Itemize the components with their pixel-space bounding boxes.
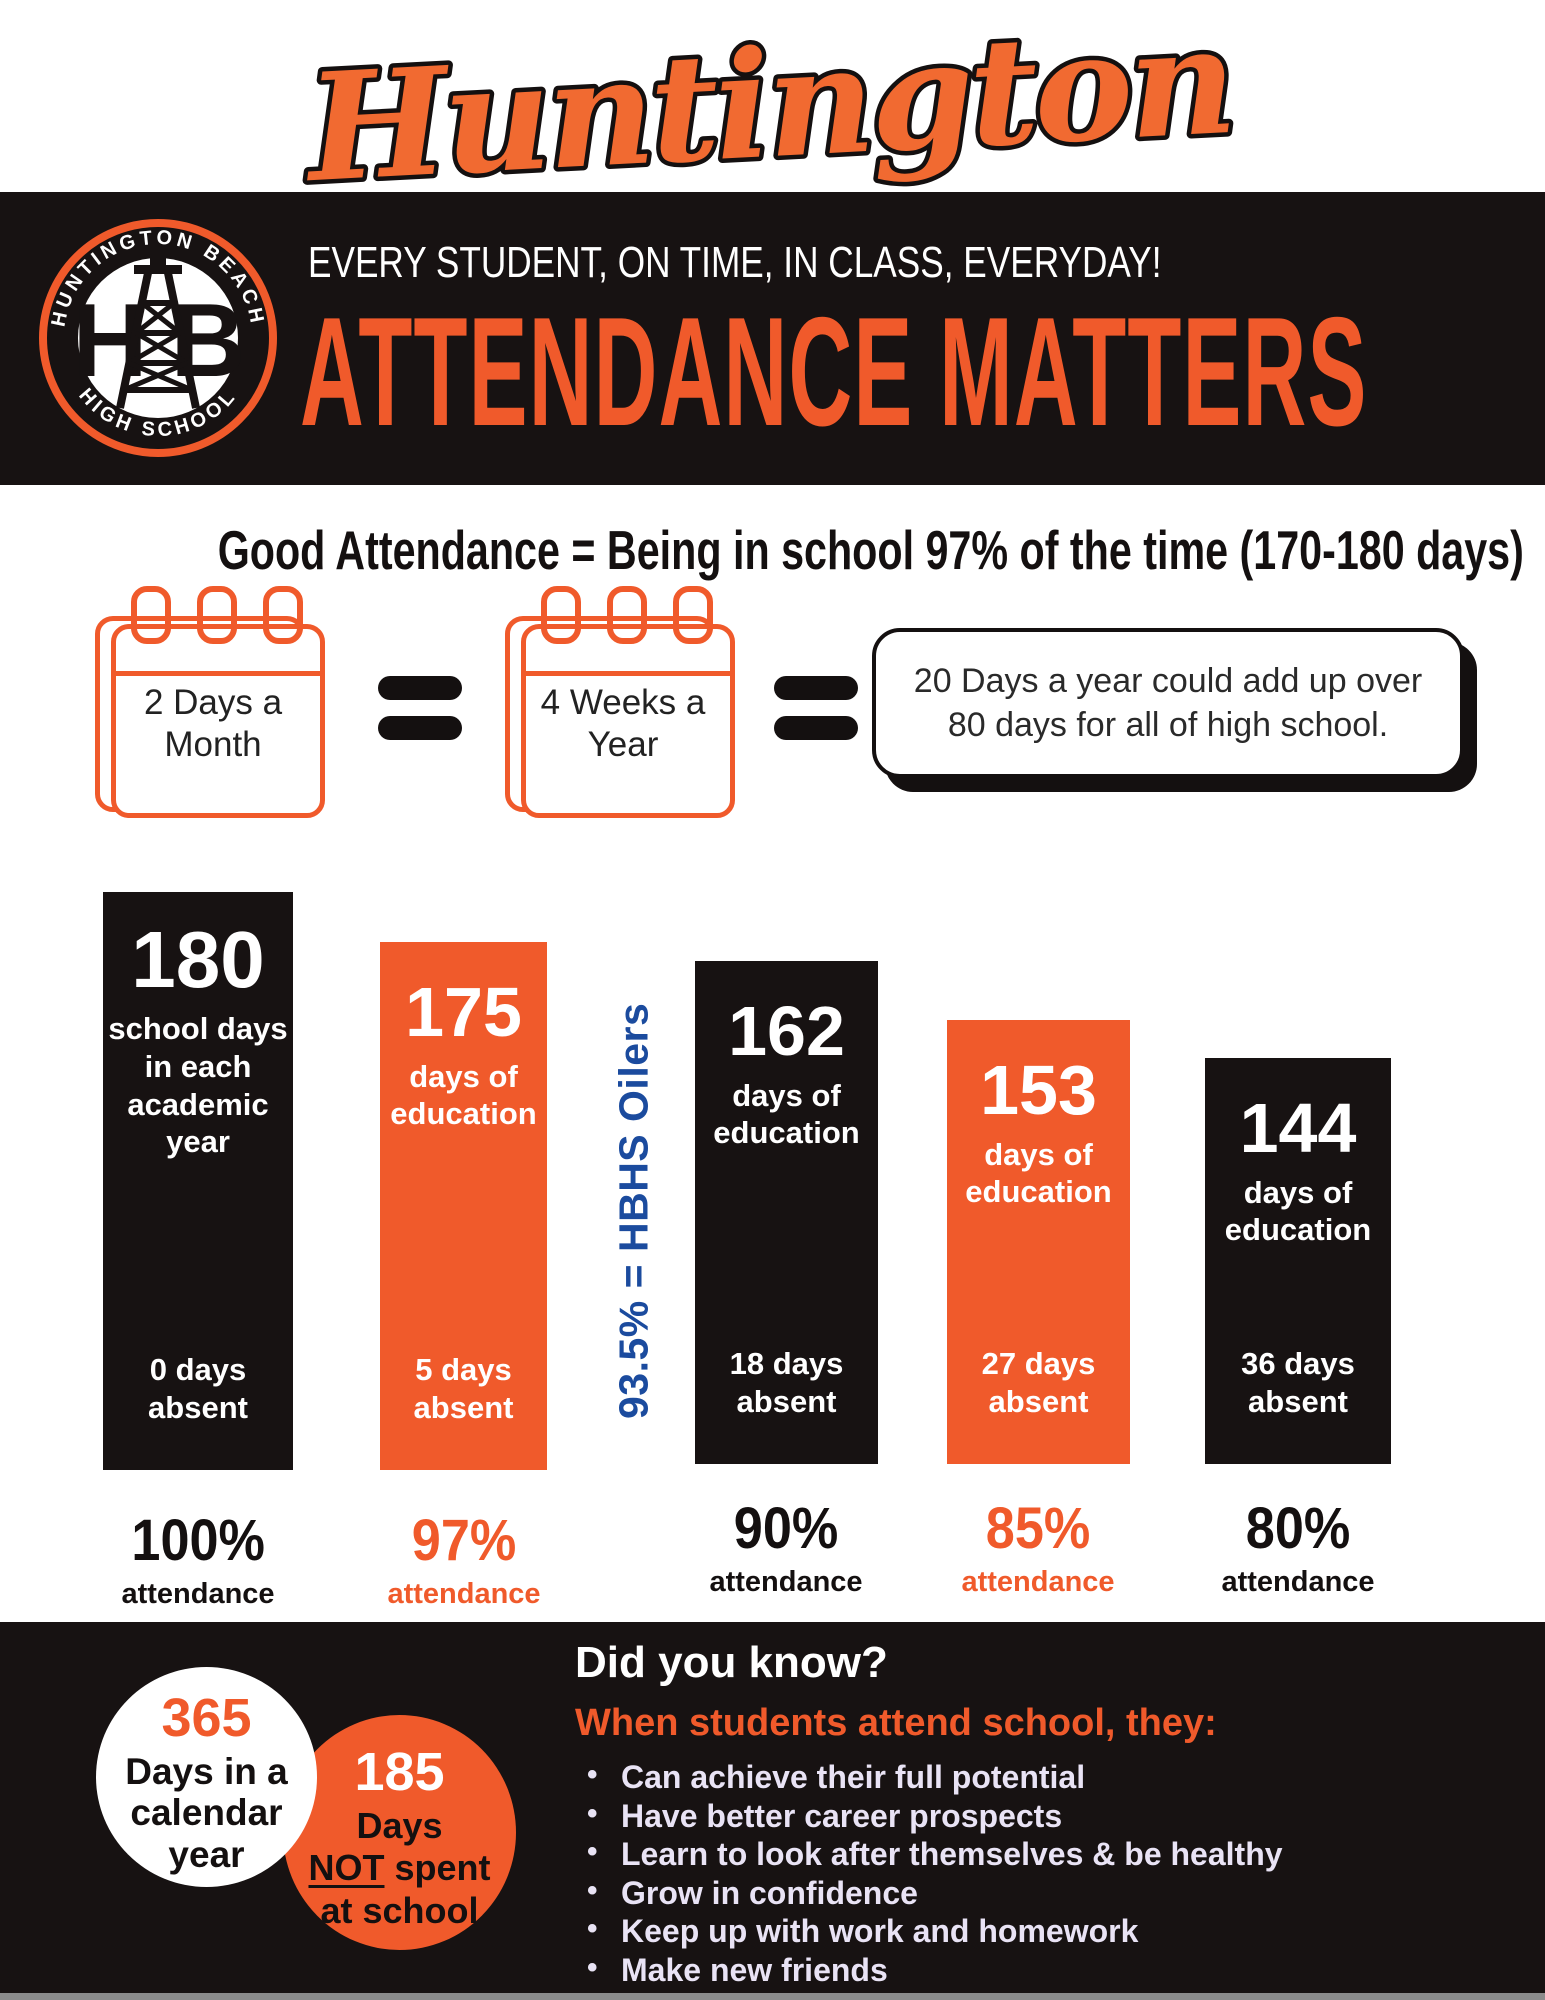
did-you-know-heading: Did you know? [575, 1638, 888, 1687]
callout-text: 20 Days a year could add up over 80 days… [913, 661, 1423, 744]
bar-absent-label: 27 days absent [981, 1345, 1096, 1420]
calendar-icon-2-days: 2 Days a Month [95, 586, 335, 818]
calendar-1-label: 2 Days a Month [143, 683, 283, 764]
percent-85: 85% attendance [961, 1496, 1115, 1599]
badge-inner-circle [78, 258, 238, 418]
banner: HUNTINGTON BEACH HIGH SCHOOL H B [0, 192, 1545, 485]
good-attendance-heading: Good Attendance = Being in school 97% of… [217, 519, 1524, 581]
percent-90: 90% attendance [709, 1496, 863, 1599]
equals-icon [378, 676, 462, 740]
circle-label: Days in a calendar year [125, 1751, 288, 1875]
bar-absent-label: 5 days absent [413, 1351, 514, 1426]
bar-subtitle: days of education [965, 1136, 1112, 1210]
school-badge: HUNTINGTON BEACH HIGH SCHOOL H B [39, 219, 277, 457]
bar-value: 175 [405, 973, 522, 1051]
calendar-2-label: 4 Weeks a Year [540, 683, 706, 764]
calendar-front-sheet [111, 624, 325, 818]
bar-absent-label: 18 days absent [729, 1345, 844, 1420]
bar-144-days: 144 days of education 36 days absent [1205, 1058, 1391, 1464]
calendar-ring-icon [131, 586, 171, 644]
percent-80: 80% attendance [1221, 1496, 1375, 1599]
circle-365-days: 365 Days in a calendar year [96, 1667, 317, 1887]
bar-180-days: 180 school days in each academic year 0 … [103, 892, 293, 1470]
benefits-list: Can achieve their full potential Have be… [575, 1759, 1515, 1988]
calendar-front-sheet [521, 624, 735, 818]
huntington-script-logo: Huntington [300, 6, 1240, 206]
circle-value: 185 [354, 1742, 445, 1802]
calendar-ring-icon [607, 586, 647, 644]
bar-value: 144 [1239, 1089, 1357, 1167]
calendar-ring-icon [673, 586, 713, 644]
bar-subtitle: days of education [1224, 1174, 1372, 1248]
list-item: Learn to look after themselves & be heal… [575, 1836, 1515, 1872]
bar-value: 153 [980, 1051, 1097, 1129]
percent-100: 100% attendance [121, 1508, 275, 1611]
calendar-icon-4-weeks: 4 Weeks a Year [505, 586, 745, 818]
oil-derrick-icon [116, 253, 200, 409]
script-logo-text: Huntington [300, 6, 1237, 206]
bar-subtitle: days of education [390, 1058, 537, 1132]
bar-subtitle: school days in each academic year [108, 1011, 288, 1160]
list-item: Can achieve their full potential [575, 1759, 1515, 1795]
bottom-edge-strip [0, 1993, 1545, 2000]
footer-section: 185 Days NOT spent at school 365 Days in a… [0, 1622, 1545, 1993]
bar-153-days: 153 days of education 27 days absent [947, 1020, 1130, 1464]
circle-label: Days NOT spent at school [308, 1805, 491, 1931]
not-underlined: NOT [308, 1847, 385, 1889]
bar-absent-label: 0 days absent [148, 1351, 248, 1426]
circle-value: 365 [161, 1688, 252, 1748]
bar-value: 162 [728, 992, 845, 1070]
bar-subtitle: days of education [713, 1077, 860, 1151]
calendar-ring-icon [541, 586, 581, 644]
bar-175-days: 175 days of education 5 days absent [380, 942, 547, 1470]
bar-absent-label: 36 days absent [1241, 1345, 1355, 1420]
calendar-ring-icon [263, 586, 303, 644]
equals-icon [774, 676, 858, 740]
bar-162-days: 162 days of education 18 days absent [695, 961, 878, 1464]
callout-bubble: 20 Days a year could add up over 80 days… [872, 628, 1464, 778]
calendar-ring-icon [197, 586, 237, 644]
did-you-know-block: Did you know? When students attend schoo… [575, 1638, 1515, 1993]
list-item: Have better career prospects [575, 1798, 1515, 1834]
list-item: Grow in confidence [575, 1875, 1515, 1911]
banner-tagline: EVERY STUDENT, ON TIME, IN CLASS, EVERYD… [308, 238, 1162, 287]
list-item: Make new friends [575, 1952, 1515, 1988]
percent-97: 97% attendance [387, 1508, 541, 1611]
when-students-subheading: When students attend school, they: [575, 1702, 1217, 1744]
page-title: ATTENDANCE MATTERS [300, 285, 1368, 458]
hbhs-oilers-annotation: 93.5% = HBHS Oilers [610, 1002, 657, 1420]
circle-185-days: 185 Days NOT spent at school [283, 1715, 516, 1950]
list-item: Keep up with work and homework [575, 1913, 1515, 1949]
bar-value: 180 [131, 915, 265, 1004]
